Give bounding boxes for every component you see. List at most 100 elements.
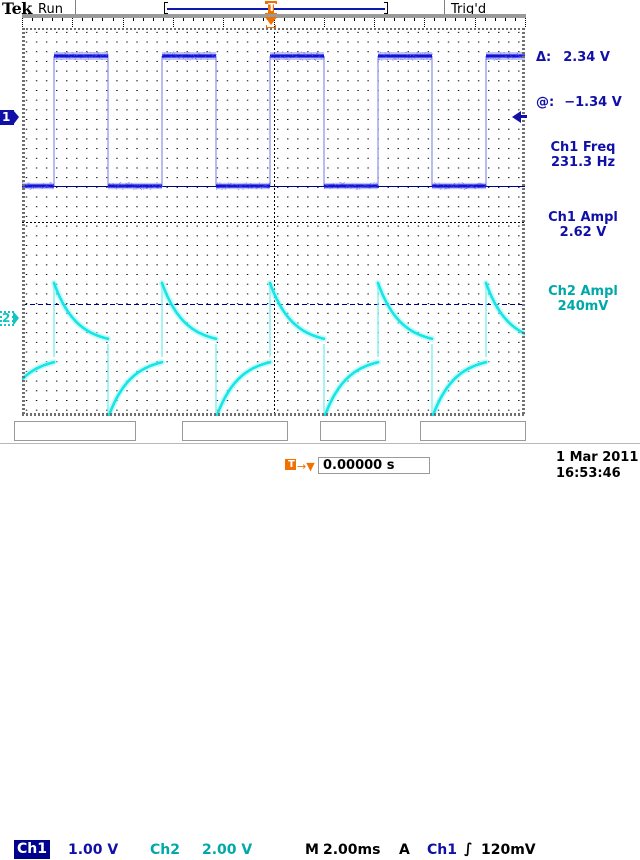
trigger-source-value: Ch1 — [427, 842, 457, 858]
ch2-scale-box[interactable] — [182, 421, 288, 441]
ch1-waveform — [22, 51, 525, 190]
timebase-box[interactable] — [320, 421, 386, 441]
ruler-minor-tick — [394, 18, 395, 21]
measurement-label: Ch1 Freq — [550, 140, 616, 155]
divider-right — [444, 0, 445, 16]
ch1-marker-point — [13, 110, 19, 125]
cursor-line-2[interactable] — [22, 304, 525, 305]
ch1-selected-label: Ch1 — [17, 841, 47, 857]
measurement-ch2-ampl[interactable]: Ch2 Ampl 240mV — [531, 284, 635, 314]
ruler-minor-tick — [384, 18, 385, 21]
ruler-minor-tick — [183, 18, 184, 21]
ruler-major-tick — [123, 18, 124, 27]
ruler-minor-tick — [354, 18, 355, 21]
ruler-minor-tick — [263, 18, 264, 21]
trigger-pos-letter: T — [288, 459, 295, 470]
cursor-line-1[interactable] — [22, 186, 525, 187]
graticule-edge-right — [522, 28, 525, 416]
ch2-scale-value: 2.00 V — [202, 842, 253, 858]
ruler-minor-tick — [364, 18, 365, 21]
ruler-minor-tick — [143, 18, 144, 21]
ruler-minor-tick — [42, 18, 43, 21]
ruler-minor-tick — [52, 18, 53, 21]
date-value: 1 Mar 2011 — [556, 450, 639, 465]
ch1-selected-tag[interactable]: Ch1 — [14, 840, 50, 859]
measurement-label: Ch2 Ampl — [548, 284, 618, 299]
ruler-gray-bar — [22, 14, 526, 18]
ruler-minor-tick — [455, 18, 456, 21]
measurement-label: Ch1 Ampl — [548, 210, 618, 225]
tek-logo: Tek — [2, 0, 32, 18]
ruler-major-tick — [173, 18, 174, 27]
bracket-left-bar — [164, 2, 165, 14]
graticule-edge-top — [22, 28, 525, 30]
ch2-marker-label: 2 — [2, 311, 11, 325]
divider-left — [75, 0, 76, 16]
trigger-level-value: 120mV — [481, 842, 536, 858]
delta-value: 2.34 V — [563, 50, 610, 65]
ruler-minor-tick — [213, 18, 214, 21]
trigger-marker-letter: T — [268, 1, 276, 14]
status-bar-divider — [0, 443, 640, 444]
ch1-scale-value: 1.00 V — [68, 842, 119, 858]
ruler-minor-tick — [253, 18, 254, 21]
ruler-minor-tick — [294, 18, 295, 21]
ruler-minor-tick — [334, 18, 335, 21]
bottom-status-bar: Ch1 1.00 V Ch2 2.00 V M 2.00ms A Ch1 ∫ 1… — [0, 419, 640, 859]
ruler-major-tick — [223, 18, 224, 27]
record-length-line — [167, 8, 385, 10]
ruler-minor-tick — [404, 18, 405, 21]
ch1-ground-marker[interactable]: 1 — [0, 110, 19, 125]
timebase-value: 2.00ms — [323, 842, 381, 858]
ch2-marker-point — [13, 311, 19, 326]
trigger-pos-value-box[interactable]: 0.00000 s — [318, 457, 430, 474]
ch2-ground-marker[interactable]: 2 — [0, 311, 19, 326]
ruler-minor-tick — [233, 18, 234, 21]
bracket-right-bottom — [384, 13, 388, 14]
trigger-arrow-base — [266, 25, 276, 28]
ruler-minor-tick — [445, 18, 446, 21]
trigger-level-arrow-icon[interactable] — [512, 111, 521, 123]
trigger-pos-square — [285, 459, 296, 470]
ruler-minor-tick — [82, 18, 83, 21]
ruler-minor-tick — [344, 18, 345, 21]
bracket-left-bottom — [164, 13, 168, 14]
ruler-major-tick — [525, 18, 526, 27]
bracket-right-top — [384, 2, 388, 3]
ruler-minor-tick — [62, 18, 63, 21]
top-status-bar: Tek Run Trig'd T — [0, 0, 640, 18]
ruler-minor-tick — [495, 18, 496, 21]
ruler-minor-tick — [314, 18, 315, 21]
trigger-marker-body — [268, 2, 274, 15]
ruler-minor-tick — [485, 18, 486, 21]
bracket-right-bar — [387, 2, 388, 14]
ruler-minor-tick — [92, 18, 93, 21]
measurement-ch1-freq[interactable]: Ch1 Freq 231.3 Hz — [531, 140, 635, 170]
measurement-value: 240mV — [557, 299, 609, 314]
trigger-pos-marker-icon[interactable]: T — [285, 458, 299, 472]
trigger-level-arrow-tail — [521, 115, 527, 118]
trigger-arrow-triangle — [265, 17, 277, 25]
ch1-marker-box — [0, 110, 14, 125]
trigger-slope-icon: ∫ — [464, 841, 473, 857]
ruler-minor-tick — [414, 18, 415, 21]
trigger-box[interactable] — [420, 421, 526, 441]
trigger-source-prefix: A — [399, 842, 410, 858]
trigger-pos-value: 0.00000 s — [323, 458, 395, 473]
trigger-arrow-icon[interactable] — [265, 17, 277, 28]
cursor-delta-readout: Δ: 2.34 V @: −1.34 V — [536, 20, 622, 140]
trigger-pos-arrow-icon: →▼ — [297, 460, 315, 473]
graticule-center-horizontal — [22, 222, 525, 223]
ruler-minor-tick — [102, 18, 103, 21]
measurement-ch1-ampl[interactable]: Ch1 Ampl 2.62 V — [531, 210, 635, 240]
acquisition-state[interactable]: Run — [38, 2, 63, 17]
ch2-label: Ch2 — [150, 842, 180, 858]
record-length-bracket[interactable] — [164, 2, 388, 14]
graticule-edge-bottom — [22, 413, 525, 416]
ruler-major-tick — [374, 18, 375, 27]
ruler-minor-tick — [113, 18, 114, 21]
ch1-scale-box[interactable] — [14, 421, 136, 441]
ruler-minor-tick — [465, 18, 466, 21]
graticule[interactable] — [22, 28, 525, 416]
